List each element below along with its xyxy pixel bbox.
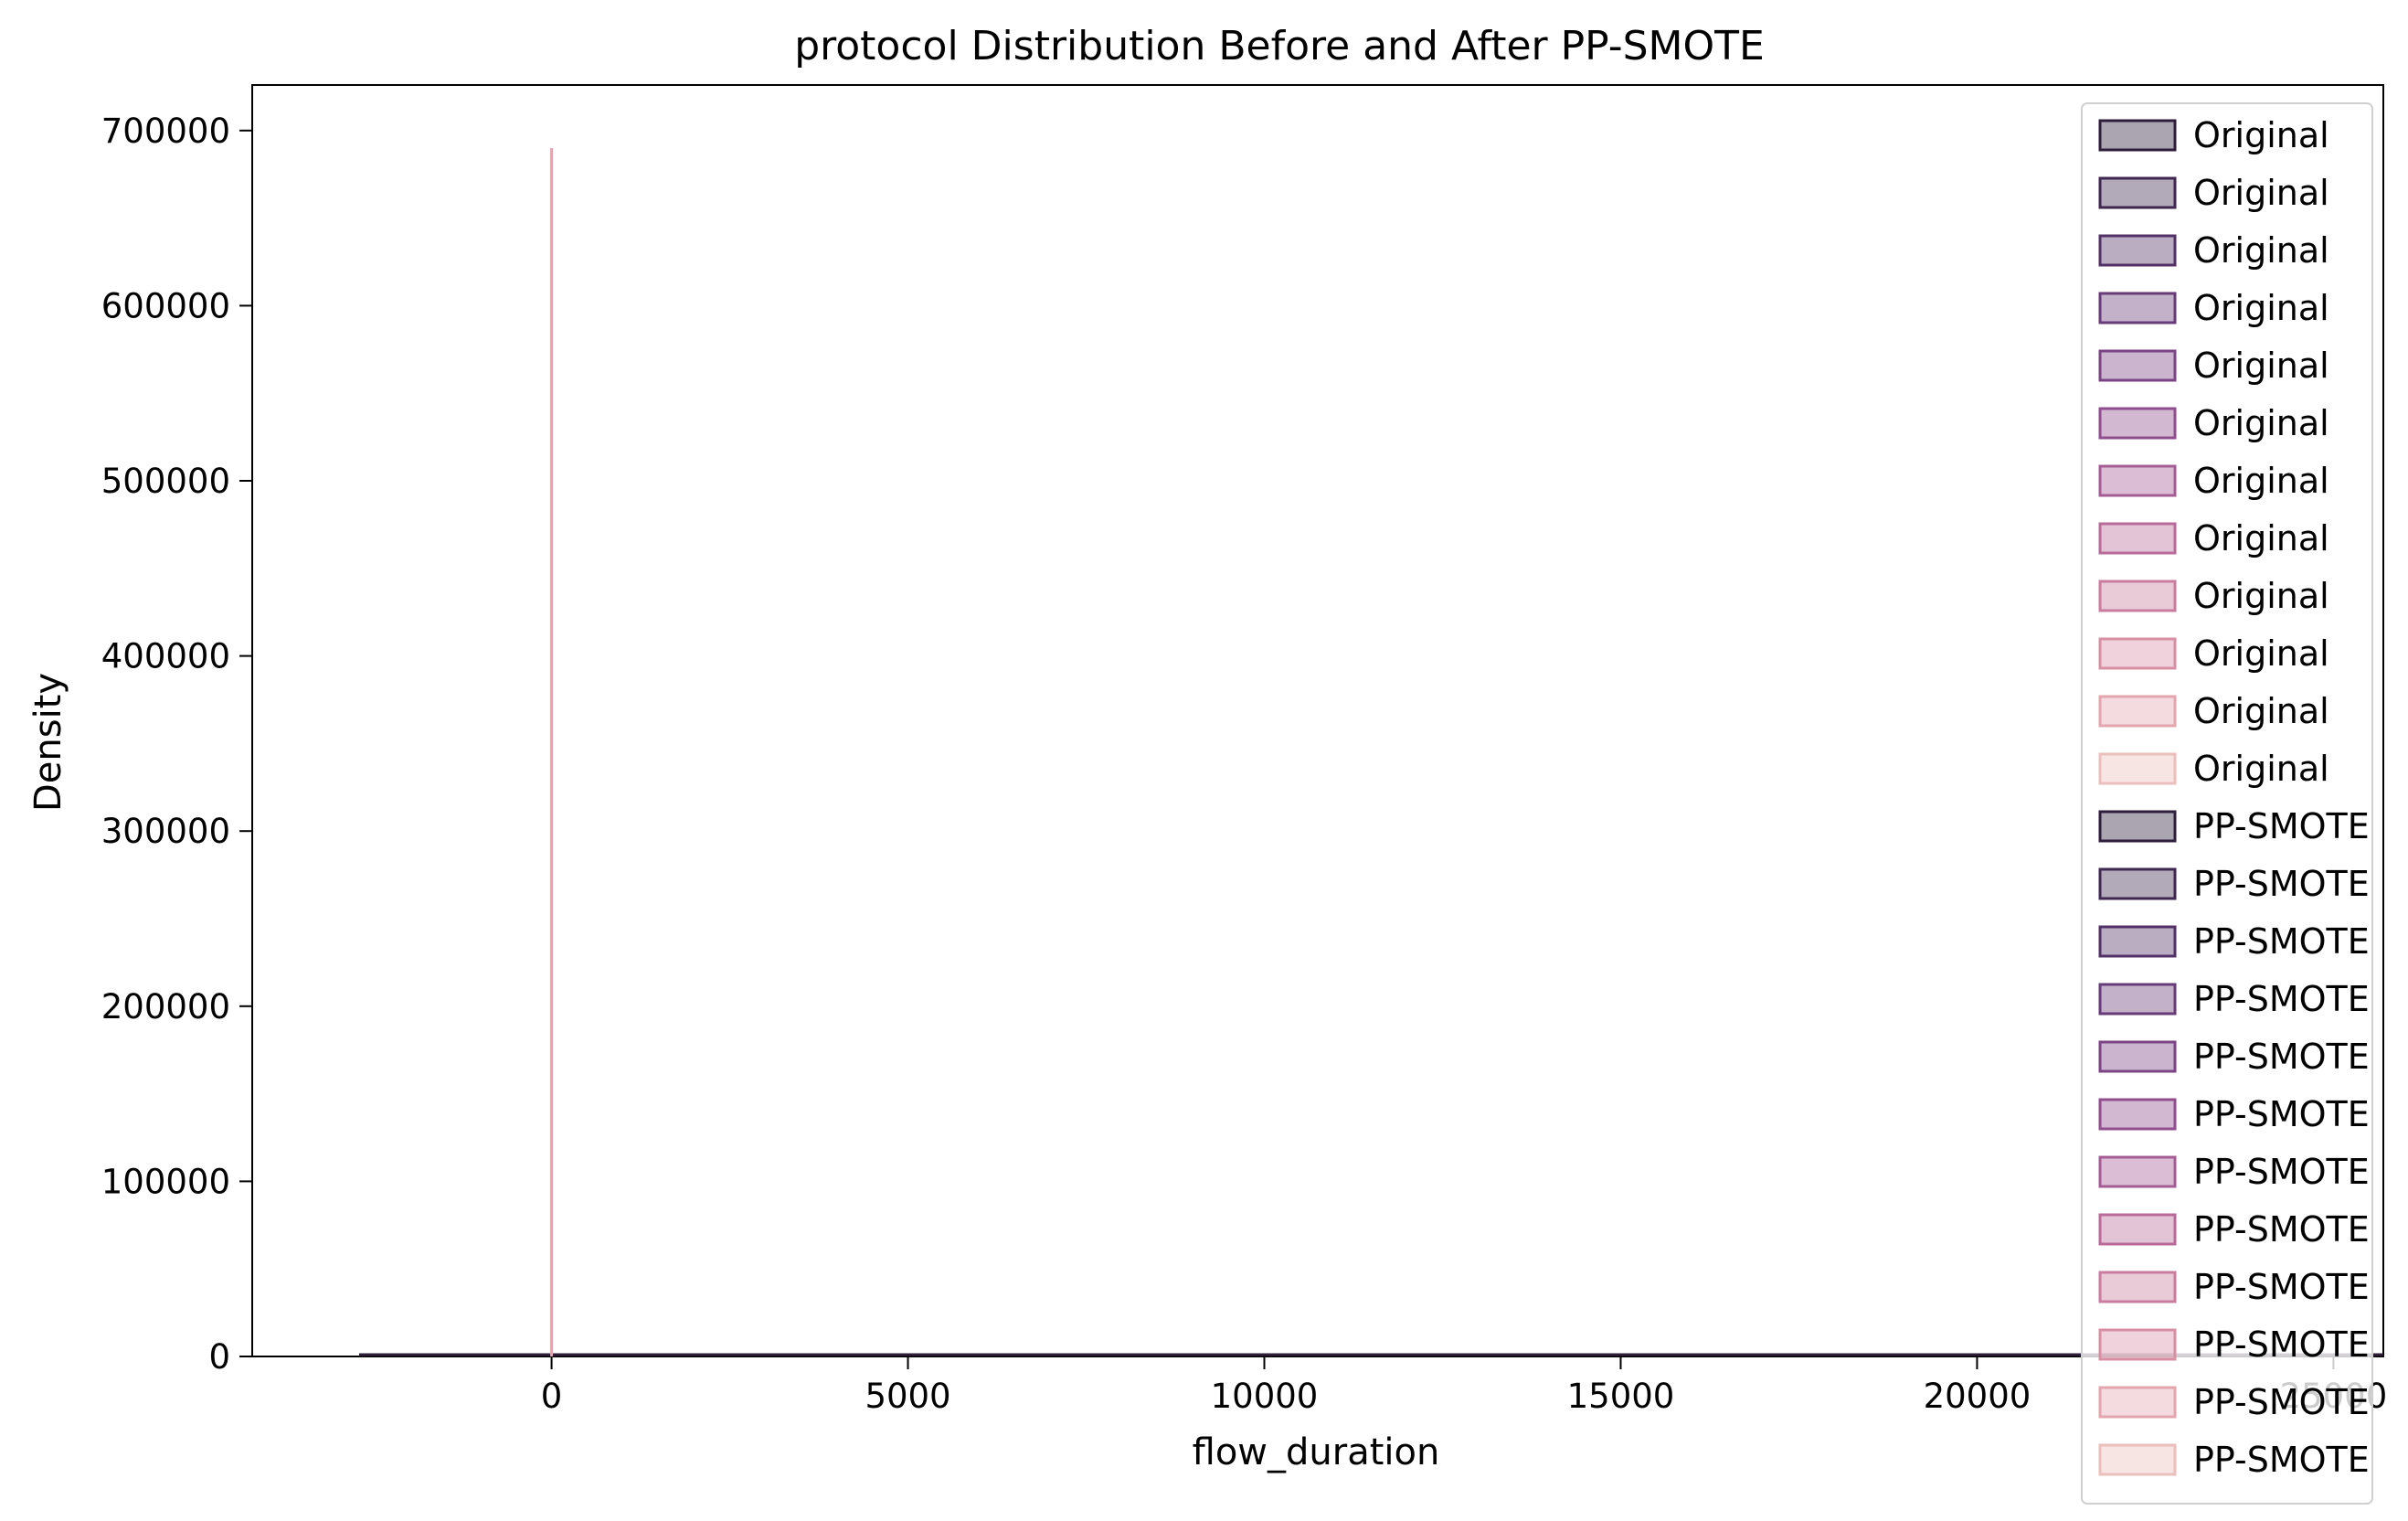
legend-label: PP-SMOTE — [2193, 1209, 2370, 1250]
x-tick-label: 15000 — [1567, 1377, 1675, 1416]
legend-item: Original — [2098, 576, 2329, 616]
legend-label: Original — [2193, 749, 2329, 789]
legend-label: PP-SMOTE — [2193, 1440, 2370, 1480]
legend-item: Original — [2098, 403, 2329, 443]
y-tick-label: 100000 — [101, 1162, 230, 1201]
legend-swatch — [2098, 522, 2177, 555]
legend-swatch — [2098, 867, 2177, 900]
y-tick-label: 300000 — [101, 812, 230, 851]
legend: Original Original Original Original Original… — [2081, 102, 2373, 1505]
legend-swatch — [2098, 637, 2177, 670]
legend-swatch — [2098, 1443, 2177, 1476]
legend-item: PP-SMOTE — [2098, 1324, 2370, 1365]
legend-label: Original — [2193, 115, 2329, 155]
legend-swatch — [2098, 176, 2177, 209]
legend-label: PP-SMOTE — [2193, 1152, 2370, 1192]
legend-swatch — [2098, 1386, 2177, 1419]
legend-label: PP-SMOTE — [2193, 864, 2370, 904]
legend-label: PP-SMOTE — [2193, 1094, 2370, 1134]
x-tick-label: 5000 — [865, 1377, 950, 1416]
legend-label: Original — [2193, 288, 2329, 328]
legend-item: Original — [2098, 230, 2329, 271]
y-tick-label: 0 — [208, 1337, 230, 1377]
y-axis-label: Density — [27, 673, 69, 812]
legend-frame — [2081, 102, 2373, 1505]
legend-swatch — [2098, 1098, 2177, 1131]
legend-swatch — [2098, 234, 2177, 267]
legend-swatch — [2098, 1155, 2177, 1188]
data-layer — [358, 147, 2383, 1356]
y-axis: 0 100000 200000 300000 400000 500000 600000 700… — [101, 112, 252, 1377]
legend-item: PP-SMOTE — [2098, 979, 2370, 1019]
legend-label: PP-SMOTE — [2193, 1382, 2370, 1422]
legend-item: PP-SMOTE — [2098, 1267, 2370, 1307]
legend-item: Original — [2098, 633, 2329, 674]
legend-label: Original — [2193, 346, 2329, 386]
legend-label: PP-SMOTE — [2193, 1267, 2370, 1307]
legend-item: PP-SMOTE — [2098, 1209, 2370, 1250]
y-tick-label: 400000 — [101, 637, 230, 676]
legend-label: PP-SMOTE — [2193, 1324, 2370, 1365]
legend-swatch — [2098, 407, 2177, 440]
legend-label: Original — [2193, 691, 2329, 731]
legend-swatch — [2098, 580, 2177, 612]
y-tick-label: 500000 — [101, 462, 230, 501]
legend-swatch — [2098, 1328, 2177, 1361]
legend-label: PP-SMOTE — [2193, 921, 2370, 962]
legend-label: Original — [2193, 173, 2329, 213]
legend-item: PP-SMOTE — [2098, 921, 2370, 962]
legend-swatch — [2098, 1271, 2177, 1303]
legend-label: Original — [2193, 230, 2329, 271]
x-tick-label: 10000 — [1211, 1377, 1319, 1416]
legend-swatch — [2098, 1040, 2177, 1073]
legend-item: PP-SMOTE — [2098, 806, 2370, 846]
legend-item: Original — [2098, 173, 2329, 213]
chart-title: protocol Distribution Before and After P… — [794, 23, 1765, 69]
legend-item: Original — [2098, 749, 2329, 789]
legend-label: PP-SMOTE — [2193, 806, 2370, 846]
legend-item: Original — [2098, 288, 2329, 328]
legend-label: Original — [2193, 403, 2329, 443]
plot-frame — [251, 84, 2384, 1357]
x-axis-label: flow_duration — [1193, 1431, 1440, 1473]
legend-item: Original — [2098, 691, 2329, 731]
legend-swatch — [2098, 983, 2177, 1016]
legend-item: Original — [2098, 518, 2329, 558]
plot-area — [251, 84, 2384, 1357]
legend-label: PP-SMOTE — [2193, 1037, 2370, 1077]
legend-item: Original — [2098, 461, 2329, 501]
legend-item: PP-SMOTE — [2098, 1440, 2370, 1480]
y-tick-label: 700000 — [101, 112, 230, 151]
legend-label: Original — [2193, 461, 2329, 501]
legend-item: PP-SMOTE — [2098, 1382, 2370, 1422]
legend-swatch — [2098, 464, 2177, 497]
legend-label: Original — [2193, 576, 2329, 616]
legend-item: PP-SMOTE — [2098, 1094, 2370, 1134]
legend-swatch — [2098, 1213, 2177, 1246]
legend-label: PP-SMOTE — [2193, 979, 2370, 1019]
legend-item: PP-SMOTE — [2098, 1152, 2370, 1192]
legend-swatch — [2098, 292, 2177, 324]
legend-swatch — [2098, 695, 2177, 728]
y-tick-label: 200000 — [101, 987, 230, 1026]
legend-swatch — [2098, 349, 2177, 382]
legend-label: Original — [2193, 518, 2329, 558]
y-tick-label: 600000 — [101, 286, 230, 325]
legend-item: Original — [2098, 115, 2329, 155]
legend-swatch — [2098, 119, 2177, 152]
legend-swatch — [2098, 810, 2177, 843]
legend-label: Original — [2193, 633, 2329, 674]
legend-item: PP-SMOTE — [2098, 864, 2370, 904]
legend-item: Original — [2098, 346, 2329, 386]
legend-swatch — [2098, 752, 2177, 785]
legend-swatch — [2098, 925, 2177, 958]
legend-item: PP-SMOTE — [2098, 1037, 2370, 1077]
x-tick-label: 20000 — [1924, 1377, 2031, 1416]
x-tick-label: 0 — [541, 1377, 563, 1416]
